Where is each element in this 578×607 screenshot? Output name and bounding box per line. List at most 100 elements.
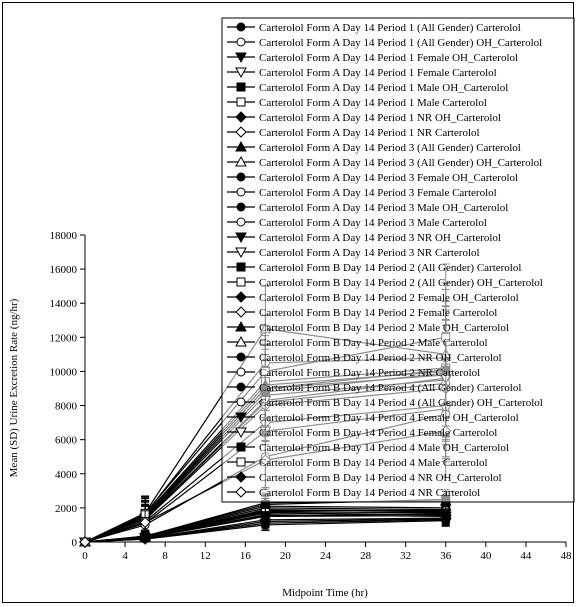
legend-marker — [236, 37, 246, 47]
legend-marker — [235, 320, 247, 332]
legend-label: Carterolol Form B Day 14 Period 4 Female… — [259, 427, 497, 439]
x-tick-label: 4 — [122, 550, 128, 562]
legend-label: Carterolol Form A Day 14 Period 3 Male O… — [259, 202, 508, 214]
data-point — [440, 513, 452, 525]
legend-item: Carterolol Form A Day 14 Period 1 Female… — [227, 67, 497, 79]
legend-label: Carterolol Form B Day 14 Period 4 NR Car… — [259, 487, 480, 499]
x-tick-label: 8 — [162, 550, 168, 562]
legend-item: Carterolol Form B Day 14 Period 2 Male C… — [227, 335, 488, 349]
legend-item: Carterolol Form B Day 14 Period 2 Female… — [227, 306, 497, 319]
legend-item: Carterolol Form B Day 14 Period 2 NR Car… — [227, 367, 480, 379]
legend-label: Carterolol Form A Day 14 Period 1 NR OH_… — [259, 112, 501, 124]
legend-item: Carterolol Form B Day 14 Period 4 Female… — [227, 412, 519, 424]
legend-marker — [236, 382, 246, 392]
axes: 0 4 8 12 16 20 24 28 32 36 40 44 4802000400060008000… — [50, 230, 573, 562]
legend-marker — [236, 82, 246, 92]
y-tick-label: 8000 — [55, 401, 78, 413]
legend-label: Carterolol Form B Day 14 Period 2 (All G… — [259, 262, 521, 274]
legend-marker — [236, 187, 246, 197]
x-tick-label: 20 — [280, 550, 292, 562]
legend-marker — [236, 457, 246, 467]
legend-label: Carterolol Form A Day 14 Period 1 (All G… — [259, 37, 542, 49]
legend-box — [221, 17, 575, 503]
legend-item: Carterolol Form B Day 14 Period 4 (All G… — [227, 397, 543, 409]
legend-item: Carterolol Form A Day 14 Period 3 Male O… — [227, 202, 508, 214]
legend: Carterolol Form A Day 14 Period 1 (All G… — [221, 17, 575, 503]
legend-marker — [236, 397, 246, 407]
y-tick-label: 12000 — [50, 332, 78, 344]
legend-item: Carterolol Form A Day 14 Period 1 Male C… — [227, 97, 487, 109]
legend-item: Carterolol Form A Day 14 Period 3 Female… — [227, 172, 518, 184]
legend-marker — [236, 22, 246, 32]
data-point — [79, 536, 91, 548]
data-point — [139, 516, 151, 529]
legend-item: Carterolol Form A Day 14 Period 1 NR Car… — [227, 126, 480, 139]
legend-label: Carterolol Form A Day 14 Period 3 Female… — [259, 172, 518, 184]
legend-item: Carterolol Form B Day 14 Period 2 (All G… — [227, 262, 521, 274]
x-tick-label: 40 — [480, 550, 492, 562]
legend-item: Carterolol Form B Day 14 Period 2 NR OH_… — [227, 352, 502, 364]
legend-item: Carterolol Form A Day 14 Period 1 Male O… — [227, 82, 508, 94]
legend-label: Carterolol Form B Day 14 Period 2 Female… — [259, 292, 519, 304]
legend-label: Carterolol Form B Day 14 Period 2 NR Car… — [259, 367, 480, 379]
legend-label: Carterolol Form A Day 14 Period 3 Female… — [259, 187, 497, 199]
legend-label: Carterolol Form B Day 14 Period 4 Male O… — [259, 442, 509, 454]
legend-item: Carterolol Form A Day 14 Period 3 (All G… — [227, 155, 542, 169]
legend-item: Carterolol Form B Day 14 Period 4 NR OH_… — [227, 471, 502, 484]
y-tick-label: 14000 — [50, 298, 78, 310]
legend-label: Carterolol Form A Day 14 Period 1 (All G… — [259, 22, 521, 34]
legend-label: Carterolol Form A Day 14 Period 1 Male O… — [259, 82, 508, 94]
legend-label: Carterolol Form A Day 14 Period 3 NR OH_… — [259, 232, 501, 244]
x-axis-title: Midpoint Time (hr) — [282, 587, 368, 599]
legend-marker — [235, 111, 247, 123]
series-line — [84, 518, 446, 543]
legend-label: Carterolol Form B Day 14 Period 4 Female… — [259, 412, 519, 424]
x-tick-label: 28 — [360, 550, 372, 562]
x-tick-label: 48 — [561, 550, 573, 562]
legend-item: Carterolol Form A Day 14 Period 1 (All G… — [227, 37, 542, 49]
legend-marker — [235, 486, 247, 498]
legend-marker — [236, 367, 246, 377]
legend-label: Carterolol Form B Day 14 Period 2 (All G… — [259, 277, 543, 289]
legend-marker — [236, 352, 246, 362]
legend-label: Carterolol Form A Day 14 Period 3 (All G… — [259, 157, 542, 169]
y-tick-label: 0 — [72, 537, 78, 549]
y-tick-label: 6000 — [55, 435, 78, 447]
legend-item: Carterolol Form A Day 14 Period 1 NR OH_… — [227, 111, 501, 124]
data-point — [259, 515, 272, 528]
legend-label: Carterolol Form A Day 14 Period 3 (All G… — [259, 142, 521, 154]
legend-label: Carterolol Form B Day 14 Period 2 Male O… — [259, 322, 509, 334]
legend-item: Carterolol Form A Day 14 Period 3 Female… — [227, 187, 497, 199]
legend-item: Carterolol Form A Day 14 Period 1 Female… — [227, 52, 518, 64]
legend-marker — [236, 277, 246, 287]
legend-item: Carterolol Form A Day 14 Period 3 (All G… — [227, 140, 521, 154]
legend-marker — [236, 172, 246, 182]
legend-marker — [236, 202, 246, 212]
legend-item: Carterolol Form A Day 14 Period 1 (All G… — [227, 22, 521, 34]
legend-item: Carterolol Form B Day 14 Period 2 Male O… — [227, 320, 509, 334]
legend-item: Carterolol Form A Day 14 Period 3 NR Car… — [227, 247, 480, 259]
legend-marker — [235, 126, 247, 138]
data-point — [139, 533, 151, 545]
x-tick-label: 16 — [240, 550, 252, 562]
x-tick-label: 32 — [400, 550, 411, 562]
legend-label: Carterolol Form B Day 14 Period 4 (All G… — [259, 382, 521, 394]
legend-marker — [236, 442, 246, 452]
legend-item: Carterolol Form B Day 14 Period 4 Male O… — [227, 442, 509, 454]
legend-label: Carterolol Form B Day 14 Period 2 Male C… — [259, 337, 488, 349]
x-tick-label: 24 — [320, 550, 332, 562]
legend-marker — [235, 67, 247, 79]
legend-label: Carterolol Form B Day 14 Period 2 NR OH_… — [259, 352, 502, 364]
legend-marker — [235, 471, 247, 483]
x-tick-label: 0 — [82, 550, 88, 562]
legend-marker — [235, 412, 247, 424]
legend-marker — [235, 427, 247, 439]
legend-item: Carterolol Form B Day 14 Period 4 NR Car… — [227, 486, 480, 499]
legend-label: Carterolol Form B Day 14 Period 4 (All G… — [259, 397, 543, 409]
legend-label: Carterolol Form A Day 14 Period 1 Male C… — [259, 97, 487, 109]
legend-marker — [235, 291, 247, 303]
legend-label: Carterolol Form B Day 14 Period 4 Male C… — [259, 457, 488, 469]
legend-marker — [235, 155, 247, 167]
legend-marker — [235, 247, 247, 259]
